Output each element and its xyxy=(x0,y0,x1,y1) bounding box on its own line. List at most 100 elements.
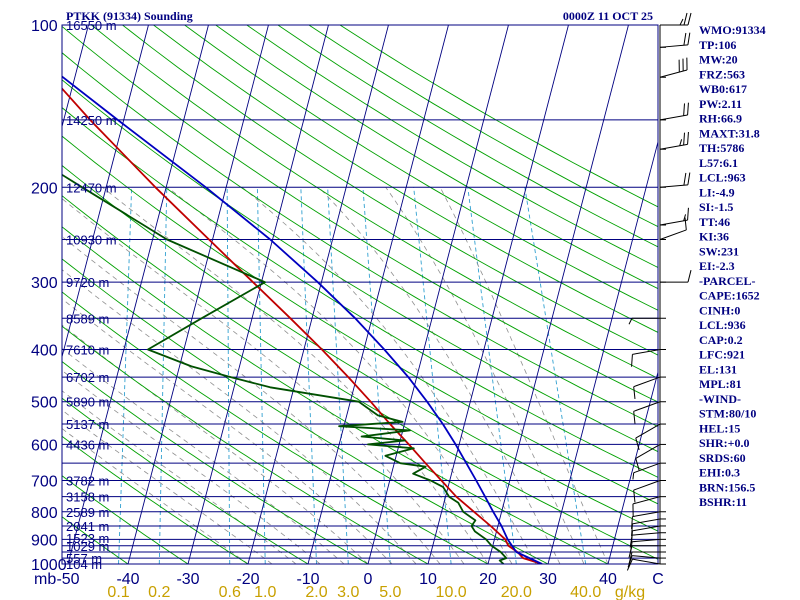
wind-barb-feather xyxy=(628,318,633,325)
wind-barb-feather xyxy=(629,541,633,555)
moist-adiabat-line xyxy=(318,187,561,564)
wind-barb xyxy=(659,32,691,48)
height-label: 5137 m xyxy=(66,417,109,432)
wind-barb xyxy=(659,172,691,188)
wind-barb xyxy=(631,349,666,367)
index-label: EHI:0.3 xyxy=(699,466,740,480)
index-label: HEL:15 xyxy=(699,421,740,435)
isobars xyxy=(62,24,658,565)
height-label: 2041 m xyxy=(66,519,109,534)
pressure-tick-label: 500 xyxy=(31,395,58,412)
mixing-ratio-label: 0.1 xyxy=(107,584,129,600)
temperature-tick-label: 10 xyxy=(419,571,437,588)
height-label: 104 m xyxy=(66,557,102,572)
plot-frame xyxy=(61,24,659,565)
height-label: 9720 m xyxy=(66,275,109,290)
isotherms xyxy=(62,25,658,564)
wind-barb-staff xyxy=(632,349,661,355)
isotherm-line xyxy=(367,25,509,564)
height-label: 6702 m xyxy=(66,370,109,385)
index-label: WB0:617 xyxy=(699,82,747,96)
temperature-tick-label: 40 xyxy=(599,571,617,588)
wind-barb-staff xyxy=(633,401,661,412)
wind-barb-staff xyxy=(632,532,661,536)
pressure-tick-label: 700 xyxy=(31,474,58,491)
wind-barb-staff xyxy=(659,69,688,78)
wind-barb-feather xyxy=(687,270,692,283)
mixing-ratio-lines xyxy=(118,187,587,564)
index-label: MPL:81 xyxy=(699,377,742,391)
wind-barb-feather xyxy=(628,551,633,565)
temperature-tick-label: 30 xyxy=(539,571,557,588)
index-label: CINH:0 xyxy=(699,303,740,317)
height-label: 10930 m xyxy=(66,232,117,247)
wind-barb-staff xyxy=(633,376,661,388)
wind-barb-feather xyxy=(683,172,687,186)
index-label: -WIND- xyxy=(699,392,741,406)
wind-barb-feather xyxy=(679,18,684,26)
mixing-ratio-label: 40.0 xyxy=(570,584,601,600)
wind-barb-feather xyxy=(687,207,689,221)
wind-barb-staff xyxy=(659,114,688,121)
isotherm-line xyxy=(427,25,569,564)
mixing-ratio-label: 20.0 xyxy=(501,584,532,600)
wind-barb-staff xyxy=(633,462,661,474)
height-label: 557 m xyxy=(66,551,102,566)
index-label: CAPE:1652 xyxy=(699,289,760,303)
wind-barb xyxy=(659,102,689,121)
wind-barb-feather xyxy=(633,490,636,503)
wind-barb-feather xyxy=(687,32,691,45)
mixing-ratio-label: 0.6 xyxy=(219,584,241,600)
wind-barb-feather xyxy=(631,516,633,530)
temperature-profile-line xyxy=(62,87,543,564)
index-label: RH:66.9 xyxy=(699,112,742,126)
index-label: EI:-2.3 xyxy=(699,259,735,273)
index-label: BRN:156.5 xyxy=(699,480,755,494)
wind-barb-feather xyxy=(687,12,692,26)
temperature-tick-label: -20 xyxy=(236,571,259,588)
index-label: SW:231 xyxy=(699,244,739,258)
wind-barb xyxy=(626,558,666,571)
index-label: TH:5786 xyxy=(699,141,744,155)
mixing-ratio-label: 2.0 xyxy=(305,584,327,600)
height-label: 8589 m xyxy=(66,311,109,326)
wind-barb xyxy=(633,376,666,400)
wind-barb-staff xyxy=(659,219,688,226)
index-label: TT:46 xyxy=(699,215,730,229)
wind-barb xyxy=(633,401,666,424)
pressure-tick-label: 400 xyxy=(31,343,58,360)
wind-barb-staff xyxy=(659,229,687,240)
index-label: LFC:921 xyxy=(699,348,745,362)
mixing-ratio-label: 3.0 xyxy=(337,584,359,600)
temperature-tick-label: -40 xyxy=(116,571,139,588)
index-label: LCL:936 xyxy=(699,318,746,332)
pressure-unit-label: mb xyxy=(34,571,56,588)
index-label: SI:-1.5 xyxy=(699,200,733,214)
index-label: CAP:0.2 xyxy=(699,333,743,347)
pressure-tick-label: 1000 xyxy=(31,557,67,574)
mixing-unit-label: g/kg xyxy=(615,584,645,600)
pressure-tick-label: 200 xyxy=(31,180,58,197)
stability-indices: WMO:91334TP:106MW:20FRZ:563WB0:617PW:2.1… xyxy=(699,23,766,509)
wind-barb-staff xyxy=(635,423,661,439)
moist-adiabat-line xyxy=(167,186,513,564)
wind-barb-staff xyxy=(632,518,661,525)
wind-barb xyxy=(632,496,666,517)
height-label: 5890 m xyxy=(66,395,109,410)
index-label: MW:20 xyxy=(699,53,738,67)
wind-barb-feather xyxy=(679,139,683,146)
chart-title: PTKK (91334) Sounding xyxy=(66,9,193,23)
isotherm-line xyxy=(607,370,658,564)
wind-barb-feather xyxy=(631,523,633,537)
height-label: 4436 m xyxy=(66,437,109,452)
wind-barb-staff xyxy=(633,480,661,491)
index-label: MAXT:31.8 xyxy=(699,126,760,140)
sounding-profiles xyxy=(62,75,543,564)
isotherm-line xyxy=(487,25,629,564)
index-label: STM:80/10 xyxy=(699,407,756,421)
mixing-ratio-label: 10.0 xyxy=(436,584,467,600)
index-label: KI:36 xyxy=(699,230,729,244)
wind-barb-feather xyxy=(687,172,691,185)
index-label: PW:2.11 xyxy=(699,97,742,111)
